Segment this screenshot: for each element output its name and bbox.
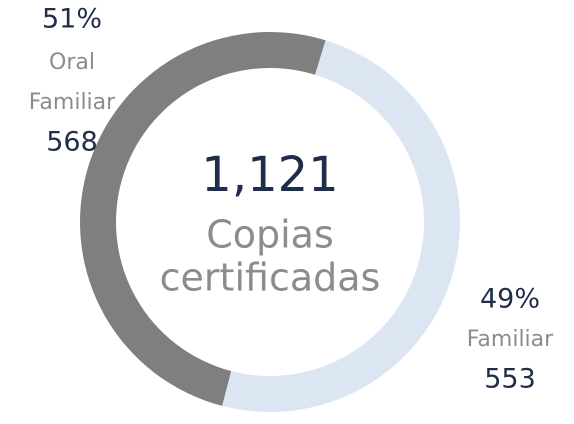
category-label: Oral Familiar	[29, 50, 116, 115]
center-label: certificadas	[160, 256, 381, 300]
category-label: Familiar	[467, 327, 554, 352]
percent-label: 49%	[480, 284, 540, 315]
slice	[222, 40, 461, 413]
total: 1,121	[201, 147, 338, 203]
value-label: 568	[46, 127, 98, 158]
value-label: 553	[484, 364, 536, 395]
slice	[80, 32, 326, 406]
center-label: Copias	[206, 213, 334, 257]
percent-label: 51%	[42, 4, 102, 35]
